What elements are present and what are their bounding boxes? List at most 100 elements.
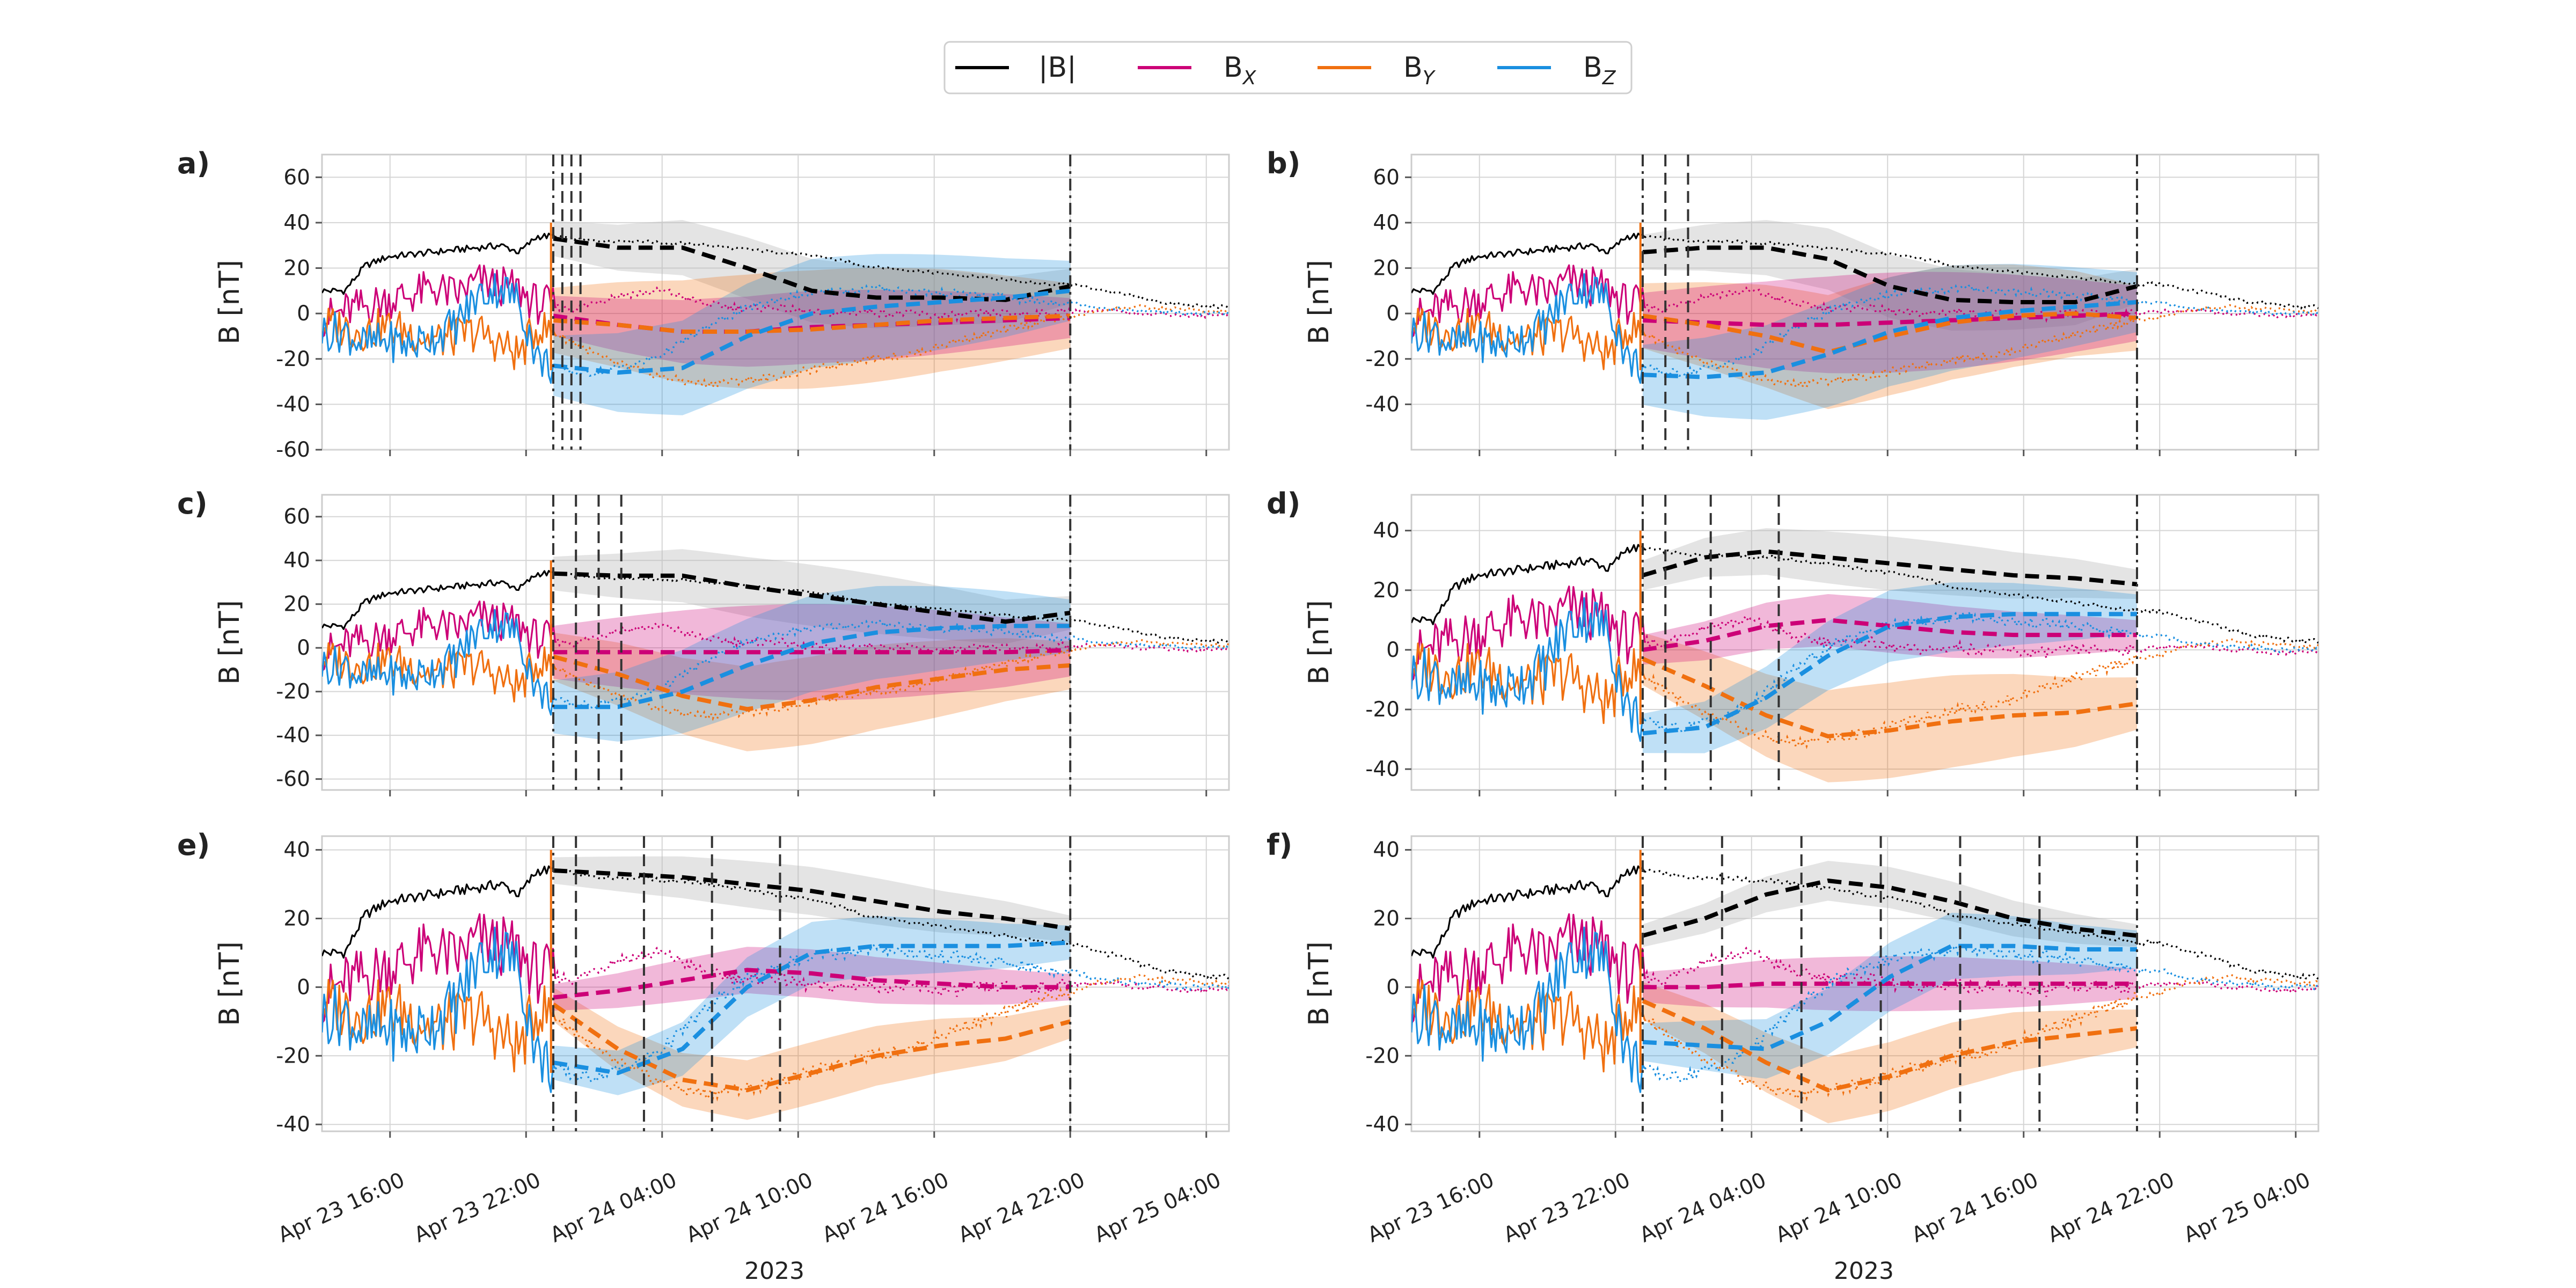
x-tick-label: Apr 23 22:00 [1500, 1168, 1634, 1247]
fit-line-by [553, 313, 1071, 334]
y-tick-label: 20 [1373, 906, 1400, 931]
fit-line-bx [553, 968, 1071, 1000]
legend: |B| BX BY BZ [943, 41, 1633, 94]
observed-line-bx [322, 913, 557, 1024]
y-tick-label: 60 [283, 165, 310, 189]
panel-label: e) [177, 828, 210, 862]
y-tick-label: -20 [1365, 1044, 1400, 1068]
observed-dotted-by [1644, 973, 2318, 1102]
panel-a: -60 -40 -20 0 20 40 60 a) B [nT] [177, 147, 1230, 462]
panel-c: -60 -40 -20 0 20 40 60 c) B [nT] [177, 487, 1230, 796]
band-bz [1642, 582, 2137, 753]
fit-line-bx [1642, 311, 2138, 327]
band-bz [553, 254, 1071, 415]
fit-line-bz [1642, 612, 2137, 736]
panel-label: c) [177, 487, 208, 521]
observed-dotted-bz [554, 942, 1229, 1084]
y-tick-label: -40 [276, 723, 310, 748]
x-tick-label: Apr 24 04:00 [547, 1168, 680, 1247]
y-tick-label: 0 [297, 302, 310, 326]
x-tick-label: Apr 25 04:00 [2180, 1168, 2314, 1247]
fit-line-bx [1642, 618, 2137, 652]
observed-dotted-magnitude [1644, 868, 2318, 982]
plot-area [1411, 850, 2318, 1123]
y-axis-label: B [nT] [1303, 941, 1335, 1026]
y-axis-label: B [nT] [1303, 260, 1335, 345]
x-axis-label-left: 2023 [744, 1257, 804, 1285]
y-tick-label: 40 [1373, 211, 1400, 235]
y-tick-label: 0 [297, 975, 310, 999]
panel-b: -40 -20 0 20 40 60 b) B [nT] [1267, 147, 2319, 456]
y-tick-label: 40 [283, 211, 310, 235]
x-tick-label: Apr 25 04:00 [1091, 1168, 1225, 1247]
y-tick-label: 0 [1386, 302, 1400, 326]
legend-label-magnitude: |B| [1038, 52, 1077, 84]
y-tick-label: 20 [1373, 257, 1400, 281]
y-tick-label: -20 [1365, 347, 1400, 371]
fit-line-magnitude [553, 571, 1071, 624]
fit-line-by [1642, 311, 2138, 355]
observed-dotted-magnitude [554, 572, 1229, 645]
fit-line-by [552, 1002, 1071, 1093]
panel-label: d) [1267, 487, 1300, 521]
observed-dotted-bx [554, 286, 1229, 323]
fit-line-bx [553, 648, 1071, 655]
y-tick-label: 40 [283, 838, 310, 862]
x-tick-label: Apr 24 22:00 [2044, 1168, 2178, 1247]
x-tick-label: Apr 24 04:00 [1636, 1168, 1770, 1247]
y-tick-label: 0 [1386, 638, 1400, 662]
x-tick-label: Apr 24 16:00 [819, 1168, 953, 1247]
y-tick-label: 40 [1373, 519, 1400, 543]
plot-area [1411, 528, 2318, 782]
observed-dotted-bz [555, 619, 1229, 709]
y-tick-label: -40 [1365, 757, 1400, 781]
panels: -60 -40 -20 0 20 40 60 a) B [nT] -40 -20 0 20 40 60 b) B… [177, 147, 2319, 1248]
fit-line-bx [1642, 982, 2137, 990]
y-tick-label: -40 [276, 392, 310, 416]
x-tick-label: Apr 23 16:00 [1364, 1168, 1498, 1247]
legend-label-by: BY [1403, 52, 1436, 89]
x-tick-label: Apr 24 10:00 [1772, 1168, 1906, 1247]
legend-frame [943, 41, 1633, 94]
y-tick-label: -20 [276, 680, 310, 704]
observed-line-bx [322, 264, 557, 338]
y-tick-label: 60 [1373, 165, 1400, 189]
y-tick-label: 0 [297, 636, 310, 660]
panel-label: b) [1267, 147, 1300, 180]
y-tick-label: -20 [1365, 698, 1400, 722]
observed-dotted-magnitude [1644, 235, 2318, 310]
y-tick-label: 0 [1386, 975, 1400, 999]
observed-line-magnitude [322, 570, 556, 630]
legend-item-bx: BX [1138, 52, 1257, 89]
band-bz [1642, 264, 2137, 420]
plot-frame [1410, 494, 2319, 791]
observed-dotted-bz [1644, 610, 2318, 734]
observed-line-bz [322, 926, 557, 1093]
fit-line-magnitude [1642, 879, 2138, 938]
y-tick-label: -40 [1365, 1113, 1400, 1137]
y-tick-label: 20 [283, 257, 310, 281]
band-bz [1642, 912, 2137, 1079]
observed-dotted-magnitude [554, 868, 1229, 982]
plot-frame [321, 494, 1230, 791]
legend-item-by: BY [1318, 52, 1436, 89]
observed-line-bx [1411, 264, 1646, 338]
fit-line-by [1642, 999, 2138, 1093]
y-axis-label: B [nT] [214, 600, 246, 685]
observed-line-bx [1411, 913, 1646, 1024]
observed-line-bz [1411, 273, 1645, 384]
fit-line-bz [553, 940, 1071, 1075]
y-tick-label: 20 [283, 906, 310, 931]
observed-line-bz [322, 273, 556, 384]
fit-line-magnitude [553, 868, 1071, 931]
observed-dotted-bx [1643, 614, 2318, 659]
y-axis-label: B [nT] [214, 260, 246, 345]
plot-area [1411, 220, 2318, 420]
band-magnitude [1642, 528, 2137, 599]
y-tick-label: -20 [276, 347, 310, 371]
legend-item-bz: BZ [1497, 52, 1616, 89]
band-by [553, 632, 1071, 751]
panel-label: f) [1267, 828, 1292, 862]
